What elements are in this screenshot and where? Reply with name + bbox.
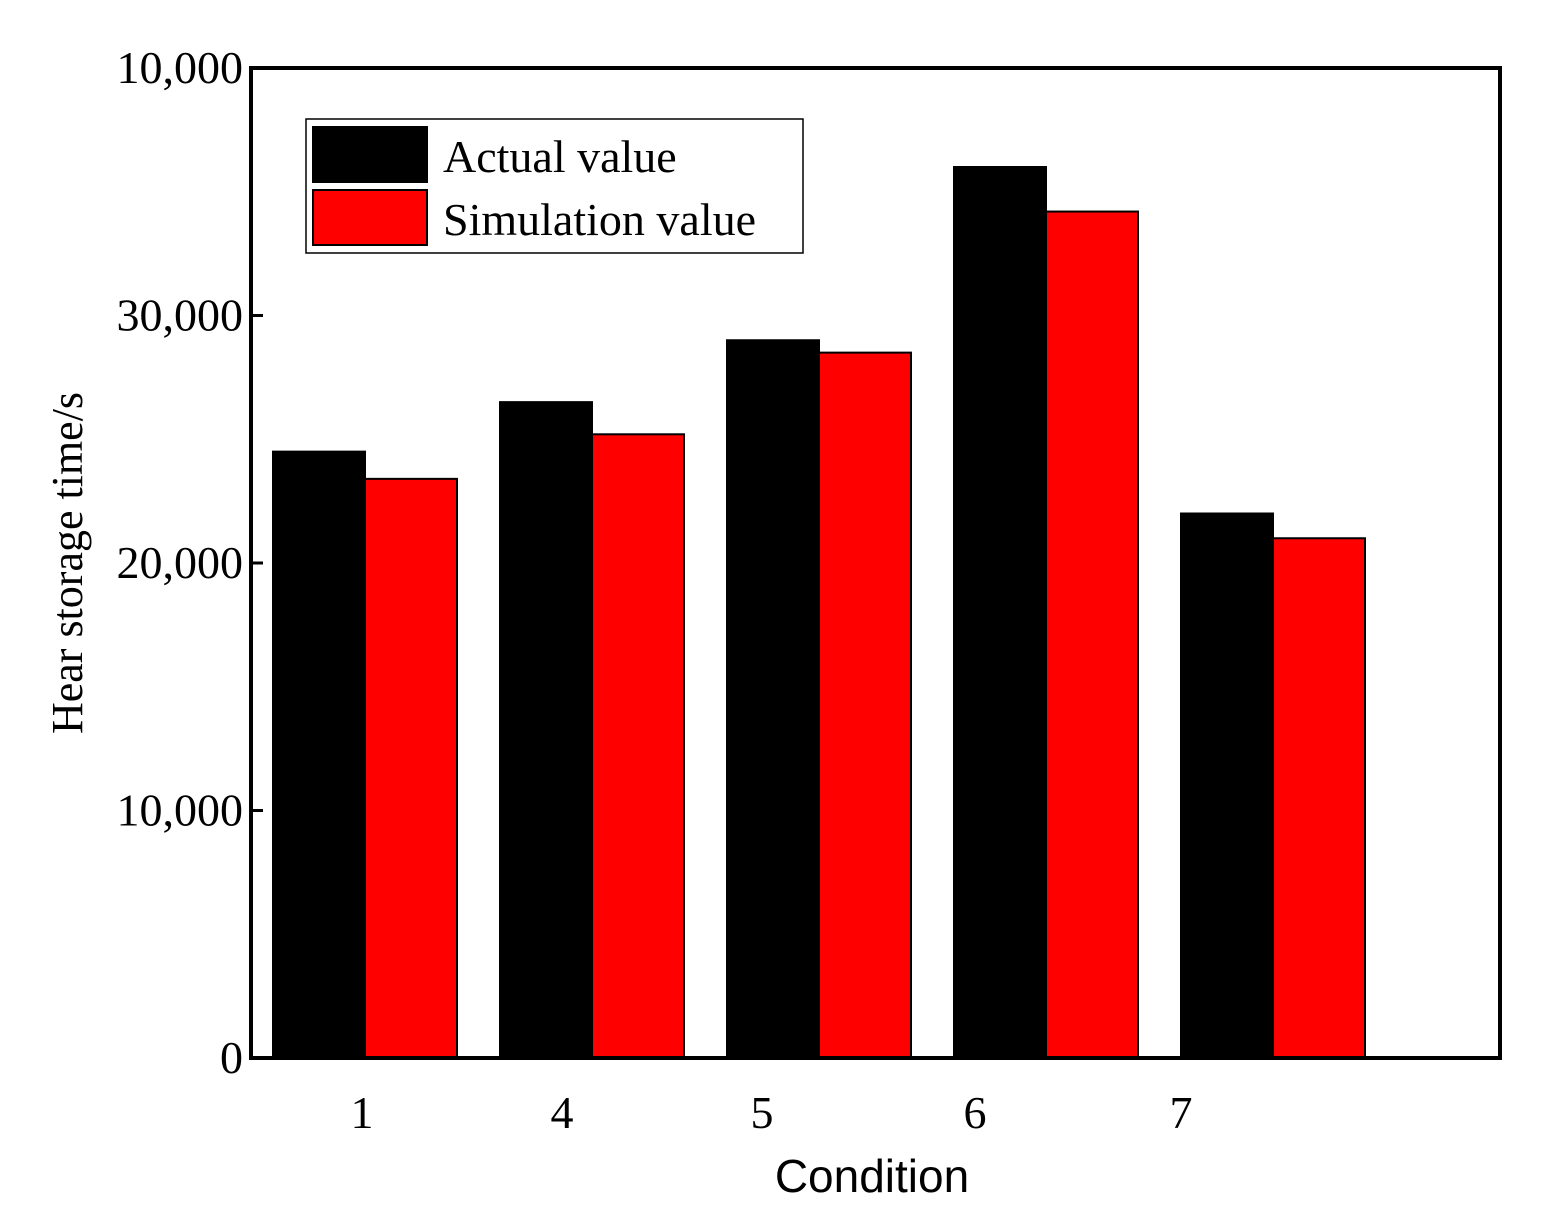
y-tick-label: 30,000 xyxy=(117,290,244,341)
bar-simulation-condition-6 xyxy=(1045,210,1139,1060)
x-tick-label-condition-5: 5 xyxy=(751,1087,774,1138)
bar-actual-condition-7 xyxy=(1180,512,1274,1059)
bar-actual-condition-5 xyxy=(726,339,820,1059)
legend: Actual value Simulation value xyxy=(305,118,804,254)
y-axis-title: Hear storage time/s xyxy=(43,392,92,734)
legend-swatch-actual xyxy=(312,126,428,183)
legend-label-simulation: Simulation value xyxy=(443,194,756,245)
bar-simulation-condition-4 xyxy=(591,433,685,1059)
x-tick-label-condition-1: 1 xyxy=(351,1087,374,1138)
bar-actual-condition-4 xyxy=(499,401,593,1059)
y-tick-label: 20,000 xyxy=(117,537,244,588)
y-tick-label: 10,000 xyxy=(117,42,244,93)
x-tick-label-condition-4: 4 xyxy=(551,1087,574,1138)
x-axis-title: Condition xyxy=(775,1150,969,1202)
x-tick-label-condition-7: 7 xyxy=(1170,1087,1193,1138)
bar-actual-condition-1 xyxy=(272,450,366,1059)
bar-simulation-condition-7 xyxy=(1272,537,1366,1059)
y-axis: 0 10,000 20,000 30,000 10,000 xyxy=(117,42,263,1083)
bar-simulation-condition-5 xyxy=(818,351,912,1059)
bar-actual-condition-6 xyxy=(953,166,1047,1059)
y-tick-label: 10,000 xyxy=(117,785,244,836)
y-tick-label: 0 xyxy=(220,1032,243,1083)
bar-simulation-condition-1 xyxy=(364,477,458,1060)
legend-label-actual: Actual value xyxy=(443,131,677,182)
bars-layer xyxy=(272,166,1366,1060)
x-tick-label-condition-6: 6 xyxy=(964,1087,987,1138)
legend-swatch-simulation xyxy=(312,189,428,246)
x-axis: 1 4 5 6 7 xyxy=(351,1087,1193,1138)
